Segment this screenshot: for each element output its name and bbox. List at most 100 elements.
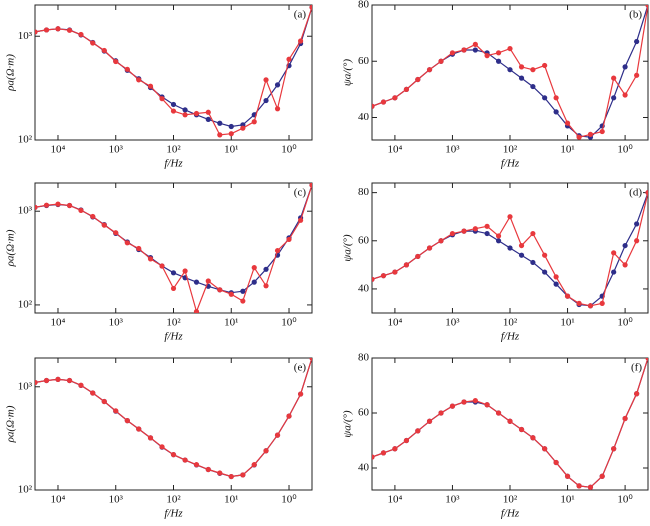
- data-point: [438, 238, 444, 244]
- data-point: [124, 418, 130, 424]
- data-point: [309, 183, 312, 188]
- data-point: [495, 238, 502, 244]
- data-point: [78, 207, 84, 214]
- data-point: [263, 283, 269, 289]
- data-point: [507, 245, 513, 251]
- data-point: [564, 120, 571, 126]
- data-point: [622, 242, 628, 249]
- x-tick-label: 10⁰: [281, 317, 297, 329]
- panel: 10⁴ 10³ 10² 10¹ 10⁰ 40 60 80 f/Hz ψa/(°) (d): [342, 182, 649, 343]
- data-point: [576, 134, 582, 140]
- y-axis-label: ψa/(°): [342, 410, 354, 437]
- y-tick-label: 60: [358, 407, 370, 419]
- x-tick-label: 10⁴: [51, 494, 66, 506]
- x-tick-label: 10²: [503, 144, 518, 156]
- data-point: [136, 426, 142, 432]
- data-point: [542, 62, 548, 69]
- data-point: [124, 66, 130, 72]
- x-tick-label: 10⁴: [51, 317, 66, 329]
- plot-frame: [34, 182, 313, 314]
- data-point: [55, 201, 61, 207]
- data-point: [101, 222, 107, 228]
- data-point: [228, 291, 234, 297]
- data-point: [553, 95, 559, 101]
- data-point: [472, 47, 478, 53]
- x-axis-label: f/Hz: [164, 331, 183, 343]
- data-point: [170, 108, 177, 114]
- data-point: [472, 41, 478, 47]
- data-point: [113, 58, 119, 65]
- data-point: [426, 418, 433, 424]
- data-point: [182, 107, 188, 113]
- data-point: [251, 119, 257, 125]
- data-point: [90, 390, 96, 396]
- x-tick-label: 10¹: [224, 144, 238, 156]
- data-point: [170, 285, 177, 292]
- data-point: [484, 402, 490, 408]
- data-point: [298, 38, 304, 44]
- data-point: [530, 435, 536, 441]
- plot-frame: [371, 4, 649, 141]
- data-point: [392, 95, 398, 101]
- plot-frame: [34, 357, 313, 491]
- data-point: [228, 123, 234, 130]
- data-point: [403, 437, 410, 444]
- data-point: [518, 426, 525, 433]
- data-point: [298, 217, 304, 223]
- data-point: [263, 97, 269, 104]
- data-point: [113, 408, 119, 414]
- data-point: [518, 252, 525, 258]
- data-point: [587, 131, 594, 137]
- data-point: [622, 262, 628, 268]
- data-point: [495, 233, 502, 239]
- data-point: [372, 103, 375, 109]
- data-point: [553, 274, 559, 280]
- data-point: [495, 58, 502, 64]
- data-point: [530, 259, 536, 266]
- data-point: [286, 236, 292, 243]
- data-point: [55, 26, 61, 32]
- data-point: [380, 99, 387, 105]
- x-tick-label: 10⁴: [387, 494, 402, 506]
- y-tick-label: 10²: [18, 298, 33, 310]
- data-point: [507, 418, 513, 424]
- data-point: [159, 96, 165, 102]
- data-point: [113, 230, 119, 236]
- data-point: [403, 262, 410, 268]
- data-point: [66, 202, 73, 209]
- y-tick-label: 10²: [18, 484, 33, 496]
- y-axis-label: ρa(Ω·m): [5, 405, 17, 443]
- data-point: [217, 287, 223, 293]
- panel: 10⁴ 10³ 10² 10¹ 10⁰ 40 60 80 f/Hz ψa/(°) (f): [342, 352, 649, 520]
- data-point: [645, 358, 648, 361]
- data-point: [274, 247, 281, 254]
- data-point: [217, 470, 223, 476]
- data-point: [576, 300, 582, 306]
- data-point: [530, 83, 536, 90]
- data-point: [449, 230, 456, 237]
- data-point: [240, 472, 246, 478]
- data-point: [274, 106, 281, 112]
- data-point: [274, 432, 281, 438]
- data-point: [380, 273, 387, 279]
- data-point: [622, 415, 628, 422]
- data-point: [43, 27, 50, 33]
- series-line: [35, 358, 312, 478]
- x-tick-label: 10⁰: [281, 494, 297, 506]
- data-point: [217, 120, 223, 126]
- panel: 10⁴ 10³ 10² 10¹ 10⁰ 40 60 80 f/Hz ψa/(°) (b): [342, 0, 649, 170]
- data-point: [553, 281, 559, 287]
- data-point: [251, 265, 257, 271]
- data-point: [193, 308, 200, 313]
- data-point: [392, 269, 398, 275]
- x-axis-label: f/Hz: [164, 508, 183, 520]
- data-point: [507, 45, 513, 52]
- data-point: [542, 446, 548, 452]
- data-point: [372, 276, 375, 282]
- data-point: [205, 466, 211, 473]
- x-tick-label: 10³: [109, 317, 124, 329]
- data-point: [159, 444, 165, 450]
- y-tick-label: 40: [358, 111, 370, 123]
- x-tick-label: 10³: [445, 317, 460, 329]
